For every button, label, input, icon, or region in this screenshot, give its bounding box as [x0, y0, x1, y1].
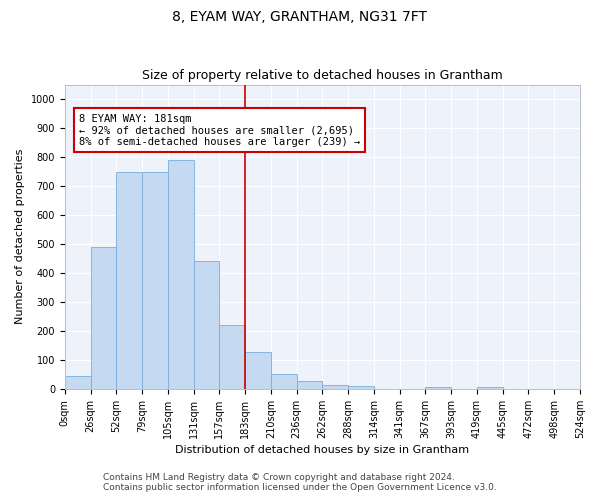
- Bar: [245, 352, 271, 389]
- Bar: [194, 262, 220, 389]
- Bar: [296, 381, 322, 389]
- Y-axis label: Number of detached properties: Number of detached properties: [15, 149, 25, 324]
- Bar: [220, 325, 245, 389]
- Bar: [65, 376, 91, 389]
- Bar: [425, 386, 451, 389]
- Text: 8, EYAM WAY, GRANTHAM, NG31 7FT: 8, EYAM WAY, GRANTHAM, NG31 7FT: [173, 10, 427, 24]
- Text: 8 EYAM WAY: 181sqm
← 92% of detached houses are smaller (2,695)
8% of semi-detac: 8 EYAM WAY: 181sqm ← 92% of detached hou…: [79, 114, 360, 146]
- Bar: [91, 247, 116, 389]
- Bar: [116, 172, 142, 389]
- Title: Size of property relative to detached houses in Grantham: Size of property relative to detached ho…: [142, 69, 503, 82]
- X-axis label: Distribution of detached houses by size in Grantham: Distribution of detached houses by size …: [175, 445, 469, 455]
- Bar: [322, 384, 348, 389]
- Bar: [142, 172, 168, 389]
- Bar: [348, 386, 374, 389]
- Text: Contains HM Land Registry data © Crown copyright and database right 2024.
Contai: Contains HM Land Registry data © Crown c…: [103, 473, 497, 492]
- Bar: [477, 386, 503, 389]
- Bar: [271, 374, 296, 389]
- Bar: [168, 160, 194, 389]
